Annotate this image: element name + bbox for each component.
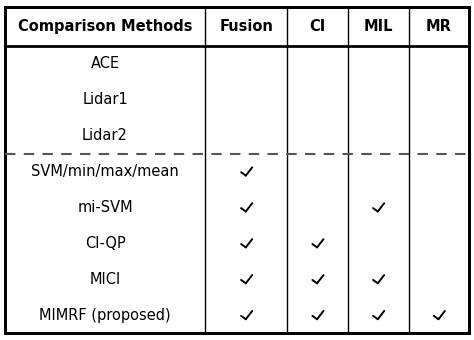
- Text: mi-SVM: mi-SVM: [77, 200, 133, 215]
- Text: Lidar1: Lidar1: [82, 92, 128, 107]
- Text: MIMRF (proposed): MIMRF (proposed): [39, 308, 171, 323]
- Text: CI: CI: [310, 19, 326, 34]
- Text: MICI: MICI: [90, 272, 121, 287]
- Text: Lidar2: Lidar2: [82, 128, 128, 143]
- Text: MR: MR: [426, 19, 452, 34]
- Text: SVM/min/max/mean: SVM/min/max/mean: [31, 164, 179, 179]
- Text: Fusion: Fusion: [219, 19, 273, 34]
- Text: MIL: MIL: [364, 19, 393, 34]
- Text: Comparison Methods: Comparison Methods: [18, 19, 192, 34]
- Text: CI-QP: CI-QP: [85, 236, 126, 251]
- Text: ACE: ACE: [91, 56, 119, 71]
